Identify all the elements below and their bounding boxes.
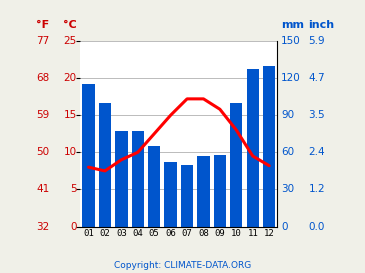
Bar [99, 103, 111, 227]
Text: °F: °F [36, 20, 49, 29]
Text: 68: 68 [36, 73, 49, 83]
Bar [214, 155, 226, 227]
Bar [247, 69, 259, 227]
Bar [115, 131, 127, 227]
Bar [82, 84, 95, 227]
Bar [132, 131, 144, 227]
Text: 0: 0 [70, 222, 77, 232]
Text: 10: 10 [64, 147, 77, 157]
Text: 41: 41 [36, 185, 49, 194]
Text: 15: 15 [64, 110, 77, 120]
Text: 90: 90 [281, 110, 294, 120]
Bar [181, 165, 193, 227]
Text: 25: 25 [64, 36, 77, 46]
Text: 30: 30 [281, 185, 294, 194]
Bar [148, 146, 160, 227]
Text: 120: 120 [281, 73, 301, 83]
Text: 150: 150 [281, 36, 301, 46]
Text: Copyright: CLIMATE-DATA.ORG: Copyright: CLIMATE-DATA.ORG [114, 261, 251, 270]
Text: 77: 77 [36, 36, 49, 46]
Text: 0.0: 0.0 [308, 222, 325, 232]
Text: 3.5: 3.5 [308, 110, 325, 120]
Text: mm: mm [281, 20, 304, 29]
Text: 0: 0 [281, 222, 288, 232]
Text: 50: 50 [36, 147, 49, 157]
Bar [197, 156, 210, 227]
Text: 32: 32 [36, 222, 49, 232]
Text: 60: 60 [281, 147, 294, 157]
Text: 1.2: 1.2 [308, 185, 325, 194]
Text: inch: inch [308, 20, 335, 29]
Text: 4.7: 4.7 [308, 73, 325, 83]
Bar [263, 66, 275, 227]
Bar [165, 162, 177, 227]
Text: 59: 59 [36, 110, 49, 120]
Text: 5: 5 [70, 185, 77, 194]
Text: 2.4: 2.4 [308, 147, 325, 157]
Text: °C: °C [63, 20, 77, 29]
Text: 20: 20 [64, 73, 77, 83]
Bar [230, 103, 242, 227]
Text: 5.9: 5.9 [308, 36, 325, 46]
